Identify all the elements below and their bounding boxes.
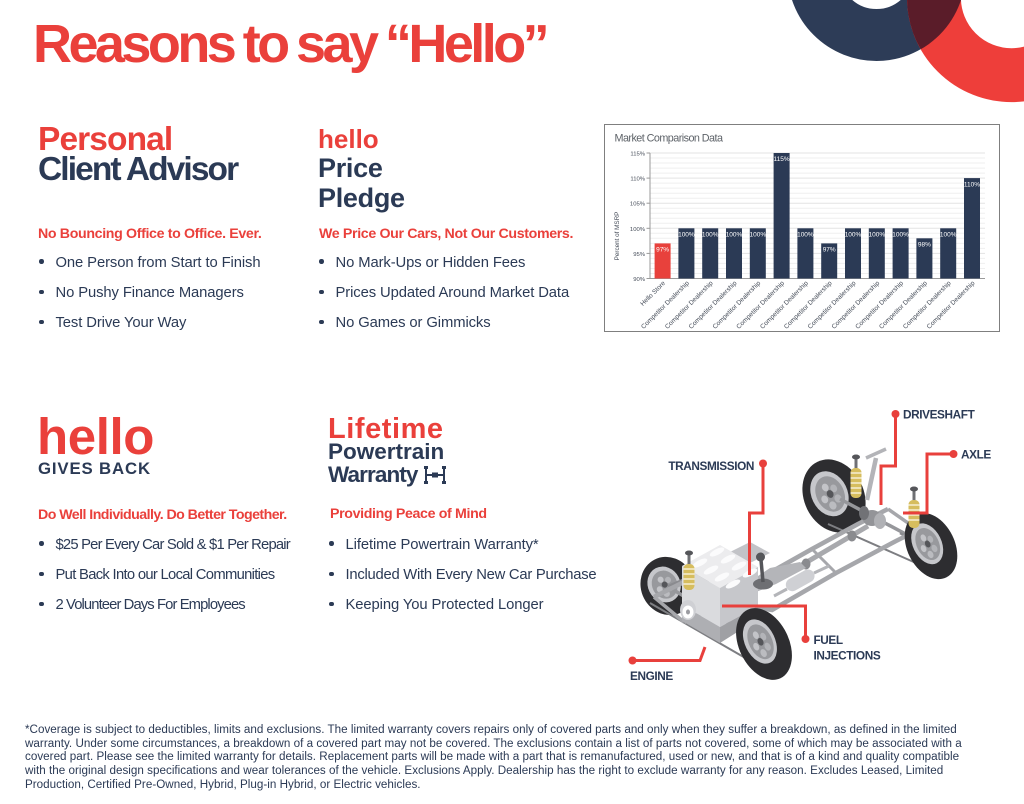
svg-text:Percent of MSRP: Percent of MSRP xyxy=(614,212,621,261)
svg-text:100%: 100% xyxy=(726,232,743,239)
svg-text:TRANSMISSION: TRANSMISSION xyxy=(668,459,754,473)
svg-text:100%: 100% xyxy=(892,232,909,239)
svg-text:97%: 97% xyxy=(656,247,669,254)
svg-text:110%: 110% xyxy=(964,181,980,188)
svg-text:100%: 100% xyxy=(940,232,957,239)
svg-text:110%: 110% xyxy=(630,177,645,183)
svg-text:DRIVESHAFT: DRIVESHAFT xyxy=(903,408,976,422)
svg-text:Market Comparison Data: Market Comparison Data xyxy=(615,133,723,145)
svg-text:100%: 100% xyxy=(797,232,814,239)
svg-text:100%: 100% xyxy=(678,232,695,239)
svg-text:105%: 105% xyxy=(630,202,646,208)
svg-text:INJECTIONS: INJECTIONS xyxy=(814,649,881,663)
svg-text:90%: 90% xyxy=(633,277,646,283)
svg-text:ENGINE: ENGINE xyxy=(630,669,673,683)
svg-text:100%: 100% xyxy=(630,227,646,233)
svg-text:98%: 98% xyxy=(918,242,931,249)
svg-text:100%: 100% xyxy=(749,232,766,239)
svg-text:97%: 97% xyxy=(823,247,836,254)
svg-text:115%: 115% xyxy=(630,152,645,158)
svg-text:115%: 115% xyxy=(774,156,790,163)
svg-text:100%: 100% xyxy=(702,232,719,239)
svg-text:FUEL: FUEL xyxy=(814,633,843,647)
svg-text:100%: 100% xyxy=(868,232,885,239)
svg-text:95%: 95% xyxy=(633,252,646,258)
svg-text:AXLE: AXLE xyxy=(961,448,991,462)
svg-text:100%: 100% xyxy=(845,232,862,239)
